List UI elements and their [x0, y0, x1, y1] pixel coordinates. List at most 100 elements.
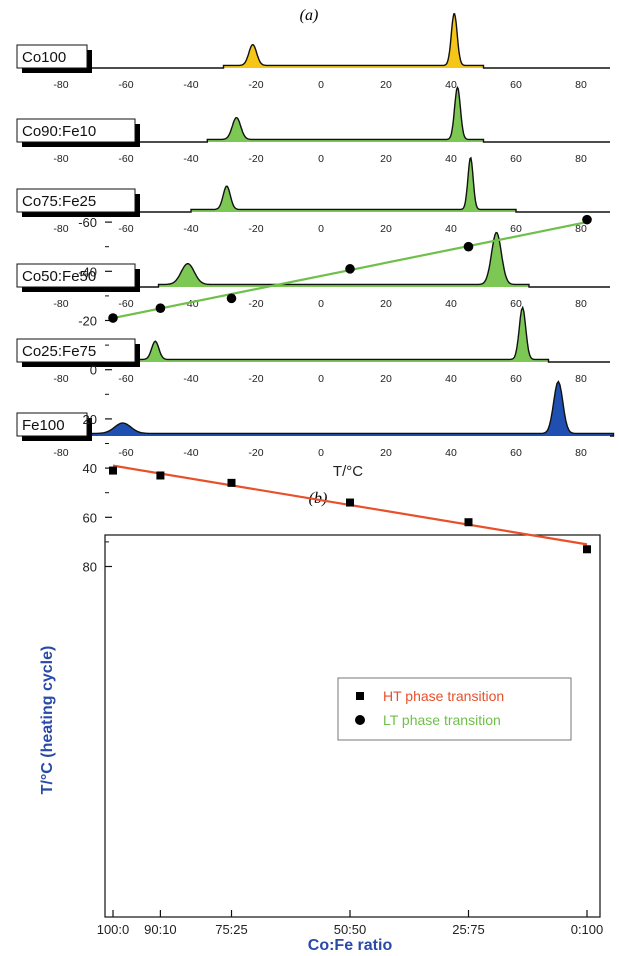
x-tick-label: -60: [118, 153, 133, 165]
dsc-curve: [83, 305, 610, 363]
x-tick-label: 60: [510, 223, 522, 235]
x-tick-label: 60: [510, 153, 522, 165]
x-tick-label: -40: [183, 223, 198, 235]
x-tick-label: 80: [575, 373, 587, 385]
x-tick-label: -60: [118, 373, 133, 385]
sample-label: Co50:Fe50: [22, 268, 96, 285]
sample-label: Co75:Fe25: [22, 193, 96, 210]
x-tick-label: -40: [183, 447, 198, 459]
x-tick-label: 40: [445, 153, 457, 165]
dsc-fill: [191, 157, 516, 212]
x-tick-label: -20: [248, 373, 263, 385]
x-tick-label: 40: [445, 447, 457, 459]
label-box: [16, 44, 88, 69]
x-tick-label: 0: [318, 153, 324, 165]
legend-box: [337, 677, 572, 741]
y-tick-label: 80: [83, 560, 97, 575]
x-tick-label: -60: [118, 298, 133, 310]
ht-point: [346, 498, 354, 507]
panel-a-letter: (a): [300, 7, 319, 24]
x-tick-label: 0: [318, 373, 324, 385]
x-tick-label: 80: [575, 447, 587, 459]
y-tick-label: -60: [78, 215, 97, 230]
dsc-row: Co100 -80 -60 -40 -20 0 20 40 60 80: [16, 13, 610, 91]
lt-point: [226, 293, 237, 304]
ht-point: [227, 478, 236, 487]
x-tick-label: -20: [248, 79, 263, 91]
dsc-curve: [76, 380, 615, 437]
x-tick-label: 0:100: [571, 922, 604, 937]
legend-square-marker: [356, 692, 364, 700]
x-tick-label: 80: [575, 79, 587, 91]
lt-point: [463, 241, 474, 252]
x-tick-label: -20: [248, 298, 263, 310]
label-box: [16, 188, 136, 213]
x-tick-label: 0: [318, 447, 324, 459]
dsc-fill: [158, 232, 529, 287]
x-tick-label: 25:75: [452, 922, 485, 937]
panel-b-letter: (b): [309, 490, 328, 507]
x-tick-label: 80: [575, 223, 587, 235]
legend-circle-marker: [355, 715, 365, 725]
x-tick-label: -40: [183, 79, 198, 91]
x-tick-label: -80: [53, 298, 68, 310]
x-tick-label: 100:0: [97, 922, 130, 937]
ht-point: [109, 466, 117, 475]
panel-a-dsc-curves: (a) Co100 -80 -60 -40 -20 0 20 40 60 80 Co90:Fe10 -…: [16, 7, 615, 480]
dsc-fill: [126, 307, 549, 362]
x-axis-ticks: 100:0 90:10 75:25 50:50 25:75 0:100: [97, 910, 604, 937]
y-tick-label: 40: [83, 461, 97, 476]
lt-point: [108, 313, 118, 323]
y-tick-label: 60: [83, 510, 97, 525]
x-tick-label: 20: [380, 298, 392, 310]
x-tick-label: -40: [183, 373, 198, 385]
x-tick-label: 0: [318, 79, 324, 91]
sample-label: Co100: [22, 49, 66, 66]
dsc-curve: [83, 13, 610, 69]
sample-label: Co25:Fe75: [22, 343, 96, 360]
x-tick-label: 40: [445, 298, 457, 310]
x-tick-label: 20: [380, 79, 392, 91]
x-tick-label: 80: [575, 153, 587, 165]
x-tick-label: -60: [118, 447, 133, 459]
panel-b-transition-plot: (b) -60 -40 -20 0 20 40 60 80 100:0 90:10 75:25 50…: [39, 214, 604, 954]
legend-ht-label: HT phase transition: [383, 688, 504, 704]
y-axis-ticks: -60 -40 -20 0 20 40 60 80: [78, 215, 112, 575]
plot-frame: [104, 534, 601, 918]
dsc-curve: [83, 85, 610, 143]
x-tick-label: 20: [380, 223, 392, 235]
sample-label: Co90:Fe10: [22, 123, 96, 140]
ht-point: [156, 471, 165, 480]
x-tick-label: 40: [445, 373, 457, 385]
sample-label: Fe100: [22, 417, 65, 434]
dsc-curve: [83, 231, 610, 288]
x-tick-label: 50:50: [334, 922, 367, 937]
dsc-fill: [223, 13, 484, 69]
dsc-fill: [207, 87, 484, 142]
x-tick-label: 60: [510, 79, 522, 91]
y-tick-label: 20: [83, 412, 97, 427]
x-tick-label: 40: [445, 223, 457, 235]
x-tick-label: -60: [118, 223, 133, 235]
x-tick-label: -80: [53, 223, 68, 235]
x-tick-label: 20: [380, 153, 392, 165]
ht-point: [464, 518, 473, 527]
x-tick-label: -20: [248, 223, 263, 235]
x-tick-label: -80: [53, 79, 68, 91]
x-tick-label: 60: [510, 298, 522, 310]
lt-point: [582, 214, 592, 225]
dsc-row: Co50:Fe50 -80 -60 -40 -20 0 20 40 60 80: [16, 231, 610, 310]
x-tick-label: -80: [53, 373, 68, 385]
x-tick-label: 40: [445, 79, 457, 91]
x-tick-label: 60: [510, 447, 522, 459]
dsc-row: Co75:Fe25 -80 -60 -40 -20 0 20 40 60 80: [16, 156, 610, 235]
x-tick-label: 20: [380, 447, 392, 459]
y-tick-label: -40: [78, 264, 97, 279]
dsc-rows: Co100 -80 -60 -40 -20 0 20 40 60 80 Co90:Fe10 -80 -6…: [16, 13, 615, 459]
dsc-row: Co25:Fe75 -80 -60 -40 -20 0 20 40 60 80: [16, 305, 610, 385]
x-tick-label: 80: [575, 298, 587, 310]
panel-a-x-axis-title: T/°C: [333, 463, 363, 480]
data-points: [108, 214, 592, 554]
x-tick-label: 0: [318, 298, 324, 310]
